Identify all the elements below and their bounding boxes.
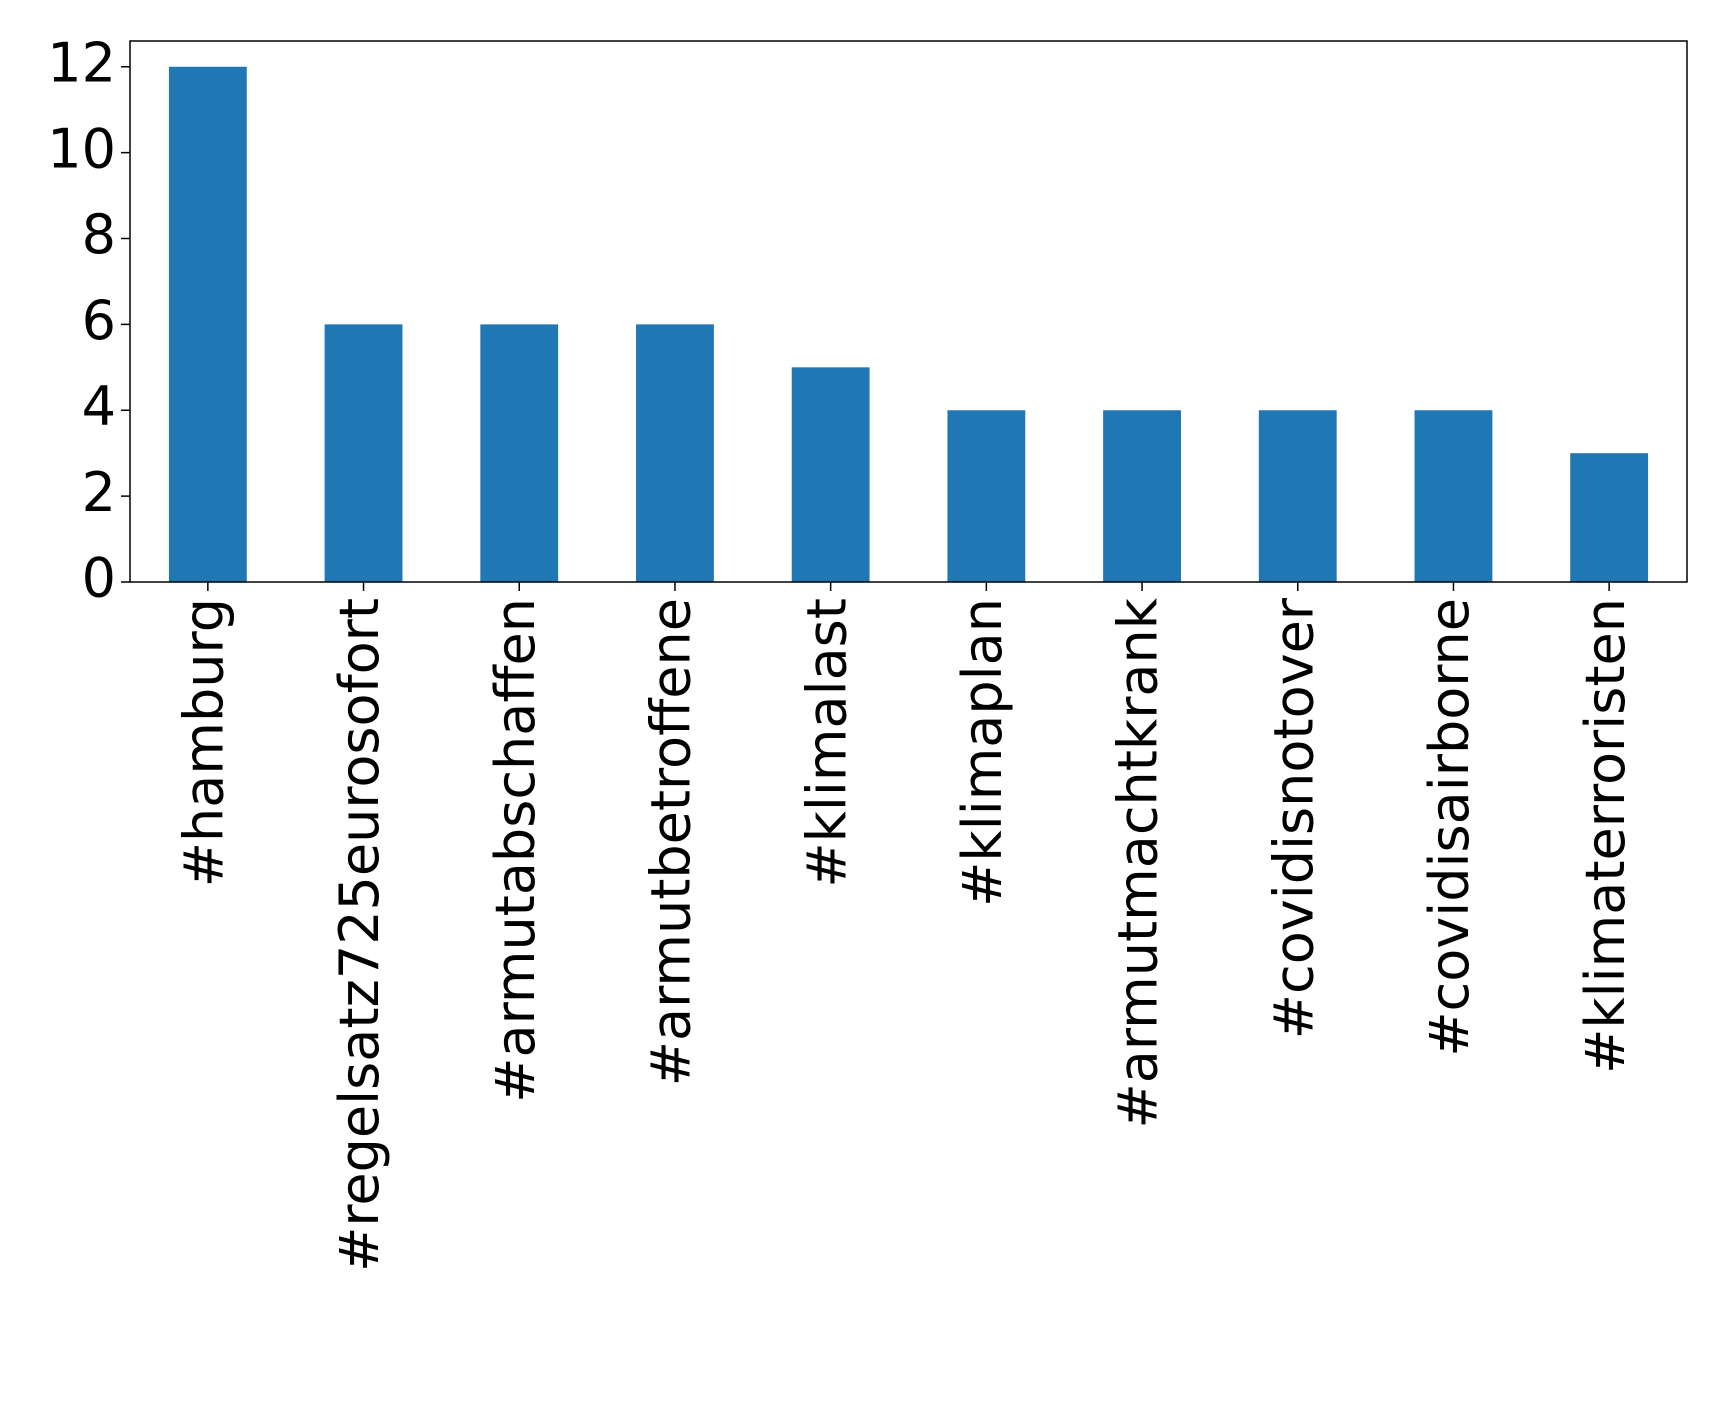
bar [168,66,247,582]
y-tick-label: 12 [47,31,116,94]
bar [480,324,559,582]
x-tick-label: #regelsatz725eurosofort [328,598,391,1272]
x-tick-label: #covidisnotover [1262,597,1325,1039]
bar [1103,410,1181,582]
x-tick-label: #armutabschaffen [484,598,547,1103]
x-tick-label: #armutbetroffene [640,598,703,1086]
x-tick-label: #klimaplan [951,598,1014,907]
y-tick-label: 6 [82,289,116,352]
x-tick-label: #covidisairborne [1418,598,1481,1057]
bar [1570,453,1649,582]
x-tick-label: #klimaterroristen [1574,598,1637,1074]
bar [1414,410,1493,582]
bar [1258,410,1337,582]
x-tick-label: #hamburg [172,598,235,887]
y-tick-label: 2 [82,461,116,524]
plot-frame [129,40,1688,583]
bar [636,324,714,582]
bar [947,410,1026,582]
bar [791,367,870,582]
y-tick-label: 10 [47,117,116,180]
bar [324,324,403,582]
x-tick-label: #armutmachtkrank [1107,597,1170,1128]
y-tick-label: 0 [82,547,116,610]
y-tick-label: 4 [82,375,116,438]
y-tick-label: 8 [82,203,116,266]
x-tick-label: #klimalast [795,598,858,888]
